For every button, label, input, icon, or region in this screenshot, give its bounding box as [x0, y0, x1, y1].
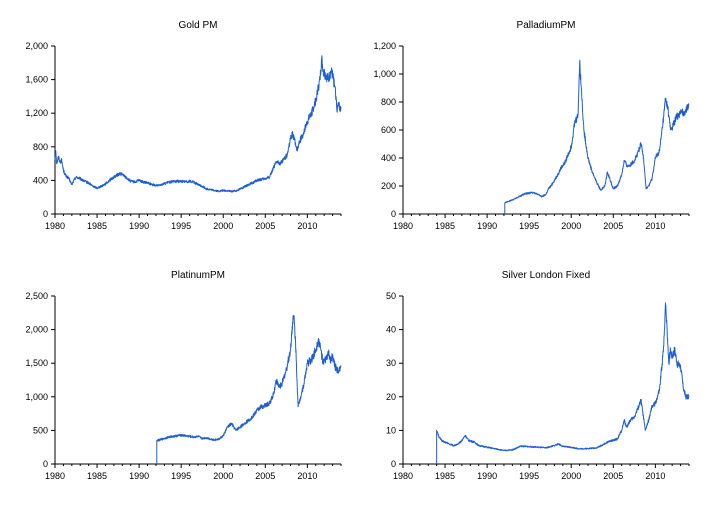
- x-tick-label: 1990: [129, 221, 149, 231]
- y-tick-label: 1,000: [373, 69, 396, 79]
- x-tick-label: 1995: [171, 471, 191, 481]
- x-tick-label: 1995: [519, 221, 539, 231]
- y-tick-label: 2,000: [25, 325, 48, 335]
- series-line: [504, 59, 690, 214]
- x-tick-label: 2000: [561, 221, 581, 231]
- y-tick-label: 50: [386, 291, 396, 301]
- x-tick-label: 2010: [297, 471, 317, 481]
- x-tick-label: 2005: [603, 471, 623, 481]
- y-tick-label: 2,500: [25, 291, 48, 301]
- y-tick-label: 400: [33, 175, 48, 185]
- x-tick-label: 2000: [561, 471, 581, 481]
- x-tick-label: 1985: [435, 471, 455, 481]
- y-tick-label: 0: [391, 209, 396, 219]
- x-tick-label: 2005: [255, 221, 275, 231]
- chart-panel-4: Silver London Fixed 0 10 20 30 40 50 1980 1985 19…: [386, 270, 690, 481]
- x-tick-label: 1995: [171, 221, 191, 231]
- y-tick-label: 200: [381, 181, 396, 191]
- series-line: [156, 314, 342, 464]
- chart-title: PlatinumPM: [171, 270, 225, 281]
- chart-title: PalladiumPM: [517, 20, 576, 31]
- x-tick-label: 1980: [45, 471, 65, 481]
- chart-title: Silver London Fixed: [502, 270, 590, 281]
- y-tick-label: 500: [33, 425, 48, 435]
- x-tick-label: 1980: [393, 221, 413, 231]
- x-tick-label: 2010: [645, 221, 665, 231]
- y-tick-label: 30: [386, 358, 396, 368]
- series-line: [436, 302, 690, 464]
- y-tick-label: 1,500: [25, 358, 48, 368]
- x-tick-label: 1990: [477, 221, 497, 231]
- y-tick-label: 800: [381, 97, 396, 107]
- x-tick-label: 2005: [255, 471, 275, 481]
- chart-panel-2: PalladiumPM 0 200 400 600 800 1,000 1,200 1980 19…: [373, 20, 690, 231]
- series-line: [54, 55, 342, 193]
- y-tick-label: 0: [43, 209, 48, 219]
- y-tick-label: 1,200: [373, 41, 396, 51]
- x-tick-label: 2005: [603, 221, 623, 231]
- x-tick-label: 1985: [87, 221, 107, 231]
- y-tick-label: 0: [43, 459, 48, 469]
- y-tick-label: 0: [391, 459, 396, 469]
- x-tick-label: 2000: [213, 471, 233, 481]
- y-tick-label: 1,600: [25, 75, 48, 85]
- y-tick-label: 400: [381, 153, 396, 163]
- x-tick-label: 1985: [435, 221, 455, 231]
- x-tick-label: 2010: [297, 221, 317, 231]
- y-tick-label: 1,200: [25, 108, 48, 118]
- x-tick-label: 1995: [519, 471, 539, 481]
- y-tick-label: 2,000: [25, 41, 48, 51]
- y-tick-label: 10: [386, 425, 396, 435]
- chart-panel-1: Gold PM 0 400 800 1,200 1,600 2,000 1980 1985 199…: [25, 20, 342, 231]
- y-tick-label: 40: [386, 325, 396, 335]
- x-tick-label: 1990: [477, 471, 497, 481]
- x-tick-label: 1980: [45, 221, 65, 231]
- chart-panel-3: PlatinumPM 0 500 1,000 1,500 2,000 2,500 1980 19…: [25, 270, 342, 481]
- x-tick-label: 1980: [393, 471, 413, 481]
- x-tick-label: 2010: [645, 471, 665, 481]
- x-tick-label: 2000: [213, 221, 233, 231]
- x-tick-label: 1985: [87, 471, 107, 481]
- y-tick-label: 1,000: [25, 392, 48, 402]
- y-tick-label: 800: [33, 142, 48, 152]
- chart-title: Gold PM: [179, 20, 218, 31]
- y-tick-label: 20: [386, 392, 396, 402]
- y-tick-label: 600: [381, 125, 396, 135]
- x-tick-label: 1990: [129, 471, 149, 481]
